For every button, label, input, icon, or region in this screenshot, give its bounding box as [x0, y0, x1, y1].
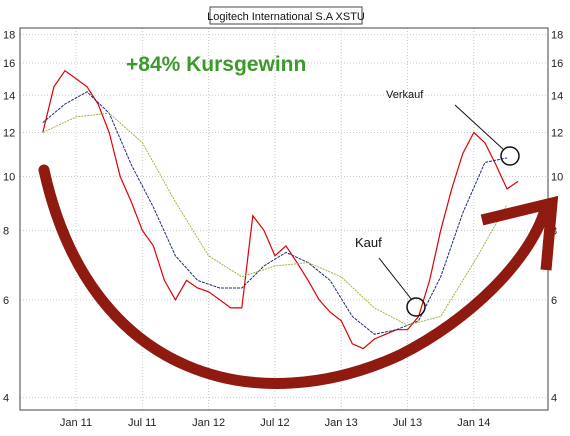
- title-box: [209, 6, 363, 25]
- series-layer: [42, 69, 519, 350]
- y-tick-label: 18: [3, 30, 15, 42]
- y-tick-label: 8: [3, 225, 9, 237]
- y-tick-label: 4: [3, 393, 9, 405]
- plot-frame: [19, 27, 549, 411]
- trend-u-arrow: [38, 164, 551, 389]
- y-tick-label: 12: [3, 127, 15, 139]
- y-tick-label: 18: [551, 30, 563, 42]
- y-tick-label: 6: [3, 295, 9, 307]
- x-axis: Jan 11 Jul 11 Jan 12 Jul 12 Jan 13 Jul 13 Jan …: [60, 417, 490, 429]
- y-tick-label: 12: [551, 127, 563, 139]
- x-tick-label: Jan 13: [325, 417, 358, 429]
- y-tick-label: 4: [551, 393, 557, 405]
- y-tick-label: 6: [551, 295, 557, 307]
- verkauf-label: Verkauf: [386, 89, 424, 101]
- price-line: [42, 69, 519, 350]
- headline-gain: +84% Kursgewinn: [126, 53, 306, 76]
- y-tick-label: 16: [3, 58, 15, 70]
- y-tick-label: 10: [551, 171, 563, 183]
- y-tick-label: 16: [551, 58, 563, 70]
- x-tick-label: Jan 11: [60, 417, 92, 429]
- x-tick-label: Jul 12: [260, 417, 289, 429]
- y-axis-left: 4 6 8 10 12 14 16 18: [3, 30, 15, 405]
- trend-arrowhead: [480, 195, 559, 271]
- x-tick-label: Jul 13: [393, 417, 422, 429]
- y-tick-label: 10: [3, 171, 15, 183]
- chart-title: Logitech International S.A XSTU: [207, 11, 365, 23]
- y-tick-label: 14: [551, 90, 563, 102]
- verkauf-marker-circle: [500, 146, 520, 166]
- x-tick-label: Jan 14: [457, 417, 490, 429]
- verkauf-leader-line: [454, 104, 505, 151]
- x-tick-label: Jan 12: [192, 417, 225, 429]
- kauf-label: Kauf: [355, 235, 382, 250]
- x-tick-label: Jul 11: [128, 417, 157, 429]
- moving-average-line-1: [42, 91, 508, 335]
- grid-lines: [20, 28, 548, 410]
- y-tick-label: 14: [3, 90, 15, 102]
- moving-average-line-2: [42, 112, 508, 326]
- kauf-marker-circle: [406, 297, 426, 317]
- kauf-leader-line: [378, 257, 413, 301]
